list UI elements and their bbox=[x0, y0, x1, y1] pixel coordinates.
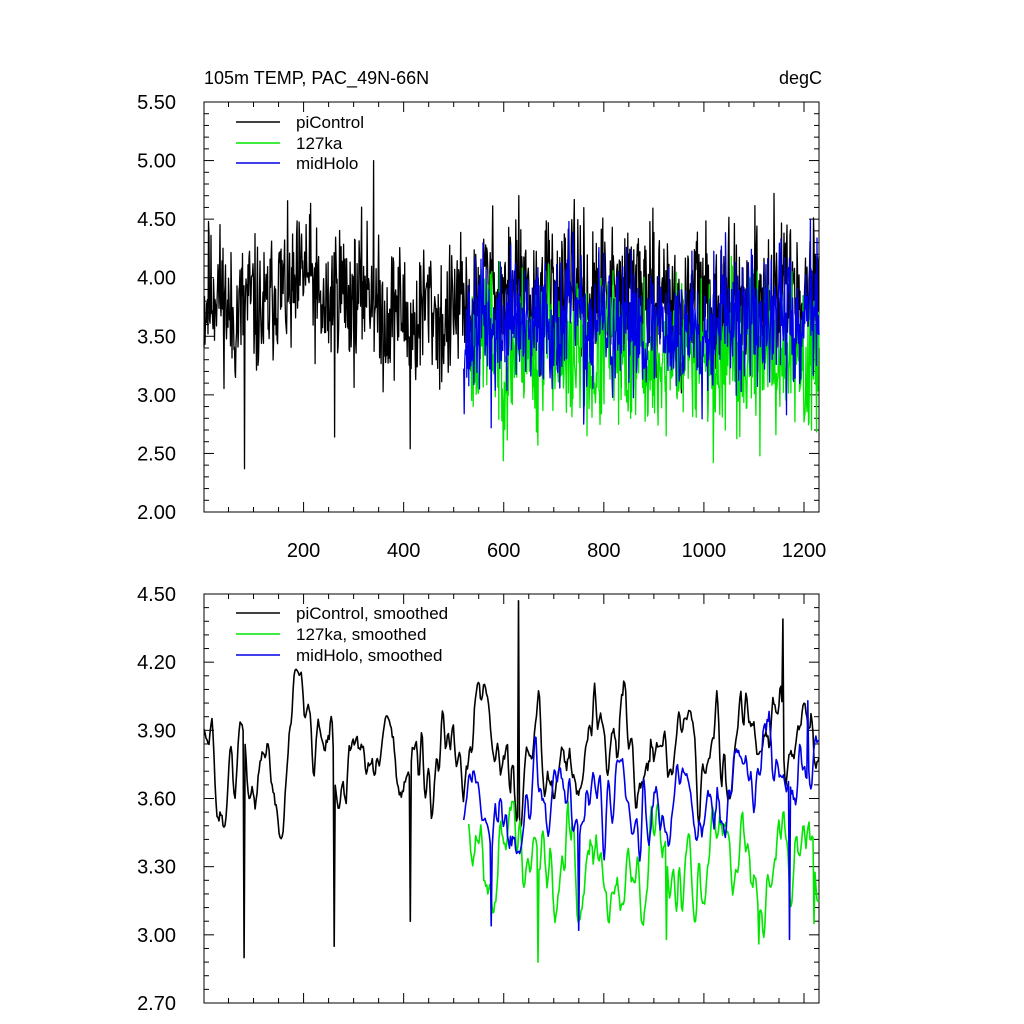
series-line-127ka bbox=[468, 255, 820, 464]
legend-label-picontrol-smoothed: piControl, smoothed bbox=[296, 604, 448, 623]
bottom-y-tick-labels: 4.50 4.20 3.90 3.60 3.30 3.00 2.70 bbox=[137, 584, 176, 1015]
bottom-series-lines bbox=[203, 600, 820, 963]
y-tick-label: 3.30 bbox=[137, 857, 176, 879]
legend-label-127ka: 127ka bbox=[296, 134, 343, 153]
units-label: degC bbox=[779, 68, 822, 88]
legend-label-127ka-smoothed: 127ka, smoothed bbox=[296, 625, 426, 644]
series-line-127ka-smoothed bbox=[467, 800, 820, 963]
top-x-tick-labels: 200 400 600 800 1000 1200 bbox=[287, 540, 826, 562]
y-tick-label: 5.00 bbox=[137, 151, 176, 173]
y-tick-label: 2.50 bbox=[137, 443, 176, 465]
figure-title: 105m TEMP, PAC_49N-66N bbox=[204, 68, 429, 89]
top-panel: 5.50 5.00 4.50 4.00 3.50 3.00 2.50 2.00 200 400 6… bbox=[137, 92, 826, 562]
y-tick-label: 3.90 bbox=[137, 720, 176, 742]
bottom-panel: 4.50 4.20 3.90 3.60 3.30 3.00 2.70 piControl, … bbox=[137, 584, 820, 1015]
x-tick-label: 600 bbox=[487, 540, 520, 562]
series-line-midholo bbox=[463, 218, 820, 429]
top-y-tick-labels: 5.50 5.00 4.50 4.00 3.50 3.00 2.50 2.00 bbox=[137, 92, 176, 524]
legend-label-picontrol: piControl bbox=[296, 113, 364, 132]
series-line-midholo-smoothed bbox=[462, 700, 820, 941]
y-tick-label: 2.70 bbox=[137, 993, 176, 1015]
y-tick-label: 5.50 bbox=[137, 92, 176, 114]
x-tick-label: 1200 bbox=[782, 540, 827, 562]
y-tick-label: 3.00 bbox=[137, 385, 176, 407]
x-tick-label: 800 bbox=[587, 540, 620, 562]
x-tick-label: 200 bbox=[287, 540, 320, 562]
x-tick-label: 400 bbox=[387, 540, 420, 562]
y-tick-label: 4.00 bbox=[137, 268, 176, 290]
y-tick-label: 2.00 bbox=[137, 502, 176, 524]
y-tick-label: 3.00 bbox=[137, 925, 176, 947]
legend-label-midholo: midHolo bbox=[296, 154, 358, 173]
y-tick-label: 4.50 bbox=[137, 584, 176, 606]
top-series-lines bbox=[203, 159, 820, 470]
series-line-picontrol-smoothed bbox=[203, 600, 820, 959]
y-tick-label: 3.60 bbox=[137, 789, 176, 811]
bottom-legend: piControl, smoothed 127ka, smoothed midH… bbox=[236, 604, 448, 665]
y-tick-label: 4.50 bbox=[137, 209, 176, 231]
top-legend: piControl 127ka midHolo bbox=[236, 113, 364, 173]
x-tick-label: 1000 bbox=[682, 540, 727, 562]
legend-label-midholo-smoothed: midHolo, smoothed bbox=[296, 646, 442, 665]
y-tick-label: 3.50 bbox=[137, 326, 176, 348]
y-tick-label: 4.20 bbox=[137, 652, 176, 674]
